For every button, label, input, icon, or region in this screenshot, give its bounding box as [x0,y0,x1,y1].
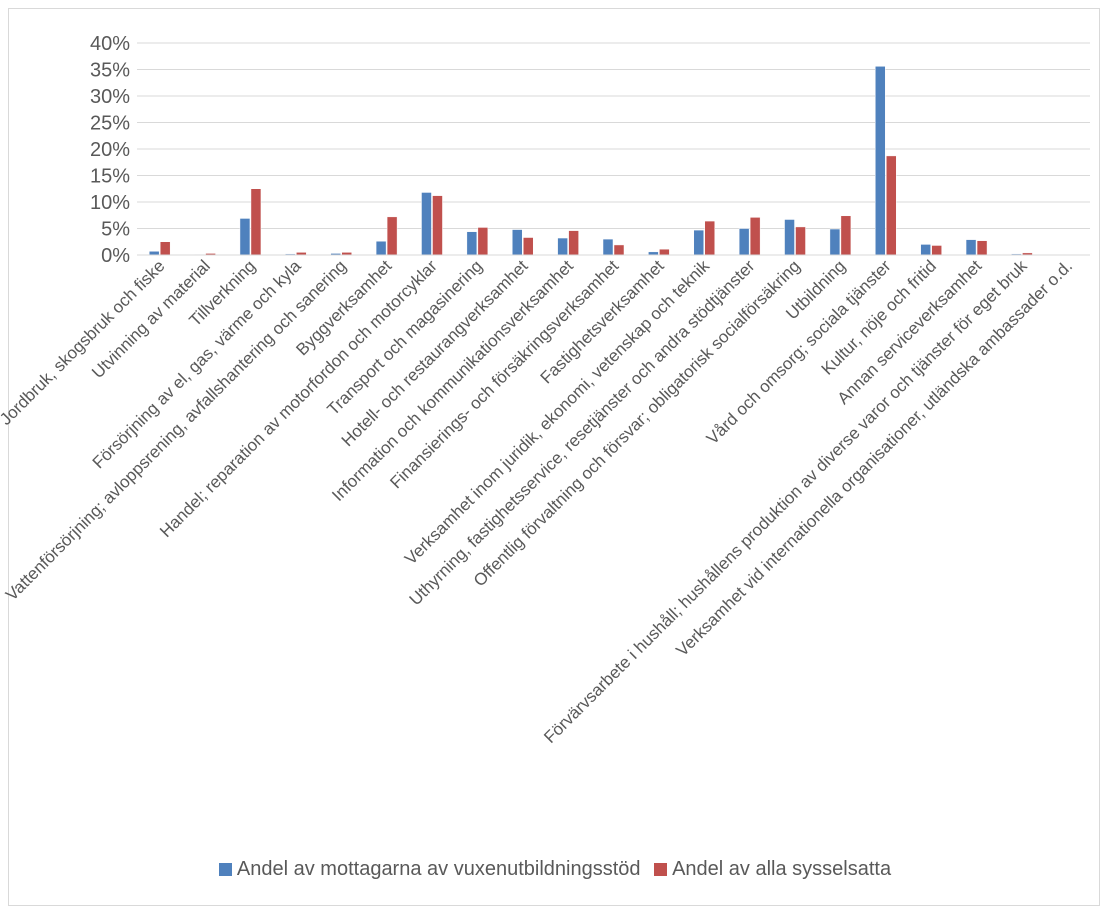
bar-series-1 [738,228,750,256]
bar-series-2 [568,230,579,256]
bar-series-1 [511,229,523,256]
bar-series-2 [749,217,761,256]
bar-series-1 [466,231,478,256]
bar-series-1 [965,239,977,256]
bar-series-2 [432,195,443,256]
bars [148,66,1033,256]
bar-series-1 [375,240,387,256]
bar-series-2 [976,240,988,256]
bar-series-2 [159,241,171,256]
bar-series-1 [693,229,705,256]
bar-series-2 [931,245,942,256]
bar-series-1 [875,66,886,256]
legend-label-series-2: Andel av alla sysselsatta [672,858,892,880]
y-tick-label: 40% [90,33,130,55]
bar-series-1 [784,219,795,256]
legend-item-series-2: Andel av alla sysselsatta [654,858,891,881]
bar-series-2 [795,226,806,256]
bar-series-1 [148,251,160,256]
y-tick-label: 5% [101,219,130,241]
legend-item-series-1: Andel av mottagarna av vuxenutbildningss… [218,858,641,881]
bar-series-2 [886,155,897,256]
y-tick-label: 10% [90,192,130,214]
bar-series-2 [659,248,670,256]
bar-series-1 [829,228,841,256]
chart-frame [8,8,1100,906]
y-tick-label: 30% [90,86,130,108]
category-label: Försörjning av el, gas, värme och kyla [89,256,305,472]
bar-series-1 [421,192,432,256]
bar-series-2 [613,244,625,256]
y-tick-label: 35% [90,60,130,82]
bar-series-2 [477,227,489,256]
category-label: Jordbruk, skogsbruk och fiske [0,256,169,428]
bar-series-2 [522,237,534,256]
legend-label-series-1: Andel av mottagarna av vuxenutbildningss… [236,858,641,880]
y-tick-label: 15% [90,166,130,188]
y-tick-label: 25% [90,113,130,135]
y-axis-ticks: 0% 5% 10% 15% 20% 25% 30% 35% 40% [90,33,130,267]
bar-series-2 [250,188,262,256]
category-label: Vattenförsörjning; avloppsrening, avfall… [2,256,350,604]
bar-series-2 [704,220,716,256]
bar-series-1 [602,238,614,256]
bar-series-1 [920,244,931,256]
bar-series-2 [840,215,852,256]
gridlines [137,42,1090,229]
legend-swatch-series-2 [654,863,668,876]
y-tick-label: 0% [101,245,130,267]
bar-series-1 [239,218,251,256]
legend-swatch-series-1 [218,863,232,876]
bar-series-1 [557,237,568,256]
legend: Andel av mottagarna av vuxenutbildningss… [0,858,1110,882]
y-tick-label: 20% [90,139,130,161]
bar-series-2 [386,216,398,256]
category-label: Förvärvsarbete i hushåll; hushållens pro… [540,256,1031,747]
